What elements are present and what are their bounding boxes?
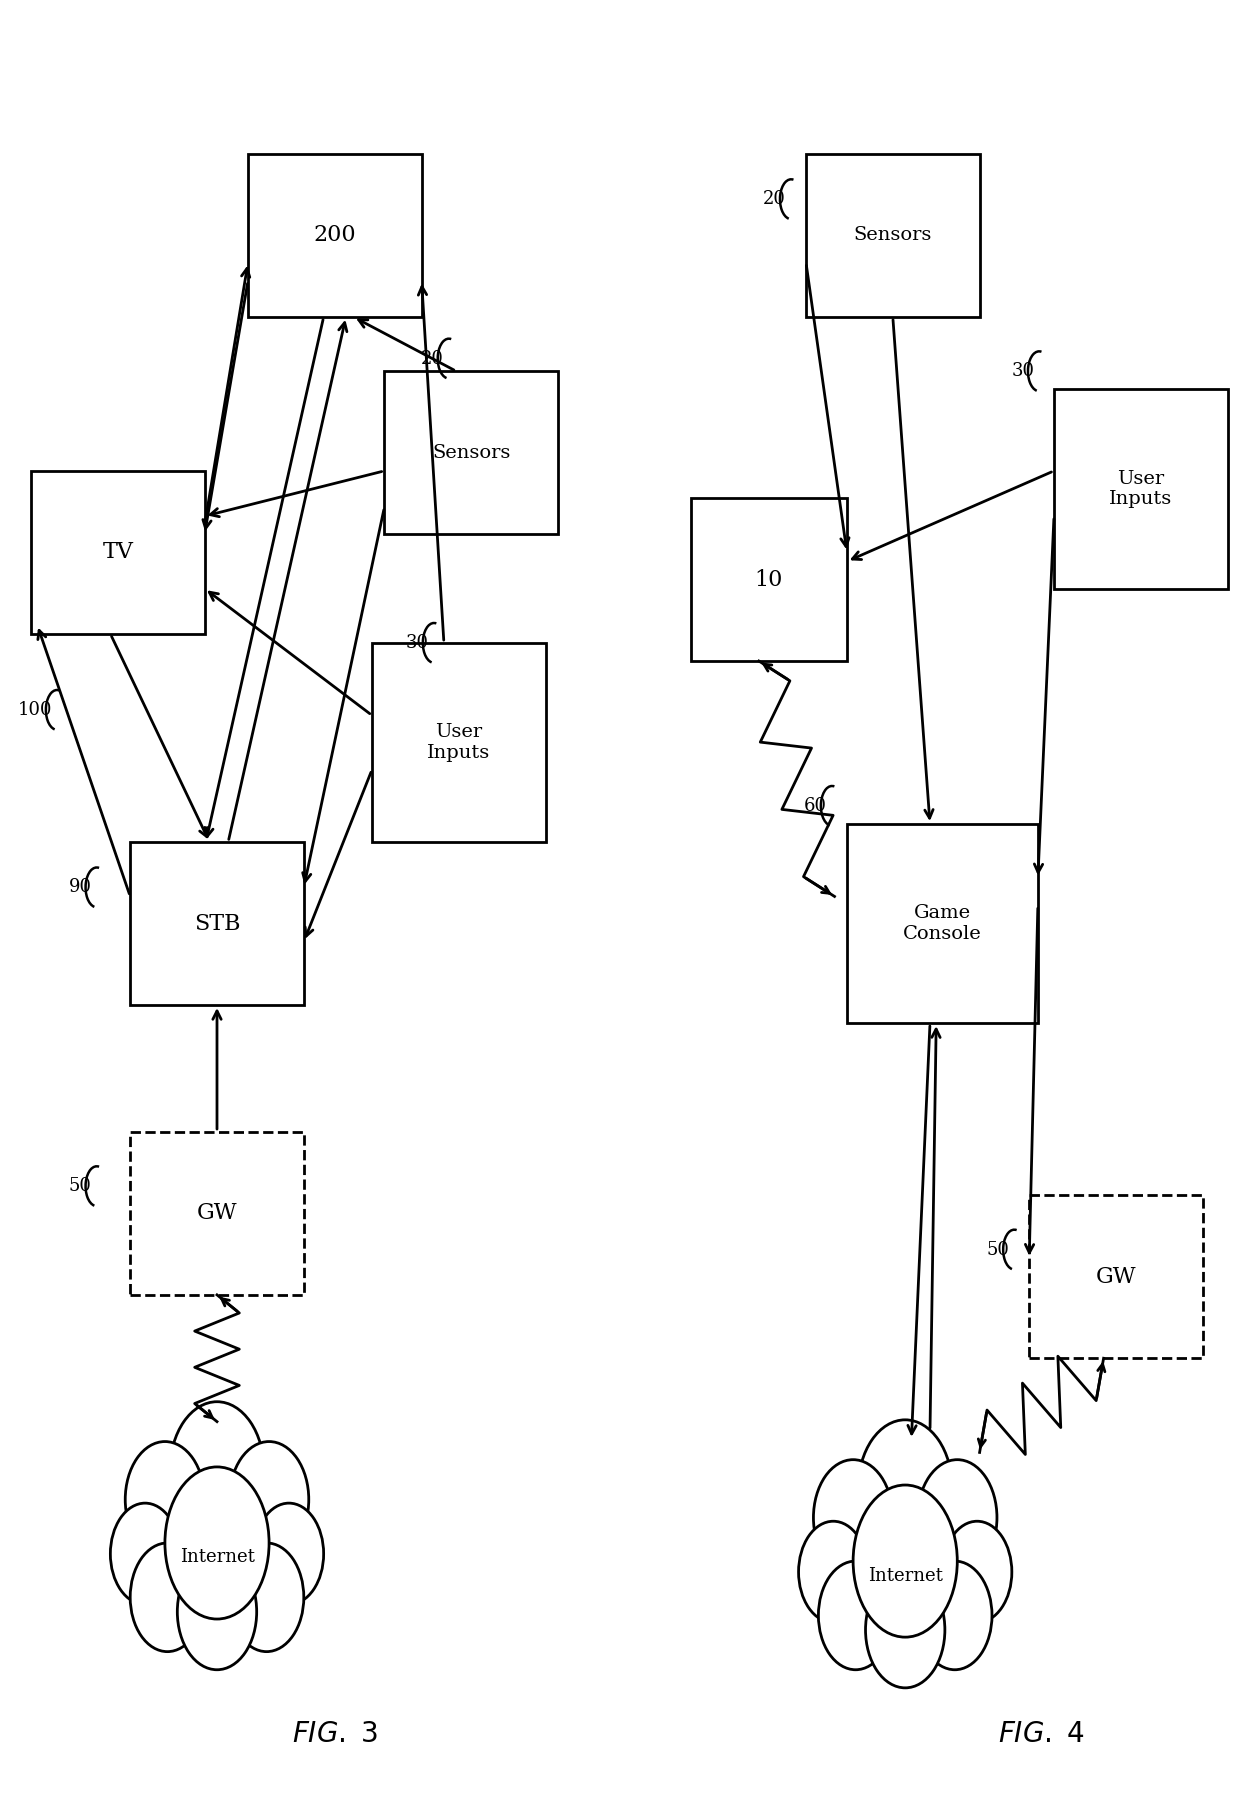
- FancyBboxPatch shape: [691, 498, 847, 661]
- Text: 50: 50: [987, 1241, 1009, 1259]
- Circle shape: [813, 1460, 893, 1576]
- Text: 60: 60: [804, 797, 827, 815]
- Text: 100: 100: [17, 701, 52, 719]
- Text: 30: 30: [405, 634, 429, 652]
- Text: Sensors: Sensors: [853, 226, 932, 244]
- Circle shape: [165, 1467, 269, 1619]
- Text: Internet: Internet: [180, 1548, 254, 1567]
- FancyBboxPatch shape: [384, 371, 558, 534]
- Text: $\mathit{FIG}.\ 3$: $\mathit{FIG}.\ 3$: [291, 1720, 378, 1748]
- Text: 200: 200: [314, 225, 356, 246]
- Circle shape: [866, 1572, 945, 1688]
- Circle shape: [818, 1561, 893, 1670]
- FancyBboxPatch shape: [1029, 1195, 1203, 1358]
- Circle shape: [229, 1442, 309, 1557]
- Circle shape: [170, 1402, 264, 1539]
- FancyBboxPatch shape: [847, 824, 1038, 1023]
- Circle shape: [177, 1554, 257, 1670]
- Text: Internet: Internet: [868, 1567, 942, 1585]
- Circle shape: [799, 1521, 868, 1623]
- Text: GW: GW: [197, 1203, 237, 1224]
- Text: User
Inputs: User Inputs: [427, 723, 491, 762]
- Text: GW: GW: [1096, 1266, 1136, 1288]
- Circle shape: [125, 1442, 205, 1557]
- Text: STB: STB: [193, 913, 241, 934]
- Circle shape: [853, 1485, 957, 1637]
- FancyBboxPatch shape: [372, 643, 546, 842]
- Circle shape: [858, 1420, 952, 1557]
- FancyBboxPatch shape: [248, 154, 422, 317]
- Text: User
Inputs: User Inputs: [1109, 469, 1173, 509]
- Text: 20: 20: [422, 350, 444, 368]
- Circle shape: [229, 1543, 304, 1652]
- Circle shape: [110, 1503, 180, 1605]
- Text: 30: 30: [1011, 362, 1034, 380]
- Circle shape: [254, 1503, 324, 1605]
- Text: 50: 50: [69, 1177, 92, 1195]
- Text: $\mathit{FIG}.\ 4$: $\mathit{FIG}.\ 4$: [998, 1720, 1085, 1748]
- Text: 90: 90: [68, 878, 92, 896]
- FancyBboxPatch shape: [130, 1132, 304, 1295]
- FancyBboxPatch shape: [806, 154, 980, 317]
- Text: TV: TV: [102, 541, 134, 563]
- Text: Game
Console: Game Console: [903, 904, 982, 944]
- FancyBboxPatch shape: [31, 471, 205, 634]
- Circle shape: [918, 1561, 992, 1670]
- Circle shape: [130, 1543, 205, 1652]
- Text: Sensors: Sensors: [432, 444, 511, 462]
- Text: 10: 10: [755, 569, 782, 590]
- Circle shape: [918, 1460, 997, 1576]
- Circle shape: [942, 1521, 1012, 1623]
- FancyBboxPatch shape: [1054, 389, 1228, 589]
- FancyBboxPatch shape: [130, 842, 304, 1005]
- Text: 20: 20: [764, 190, 786, 208]
